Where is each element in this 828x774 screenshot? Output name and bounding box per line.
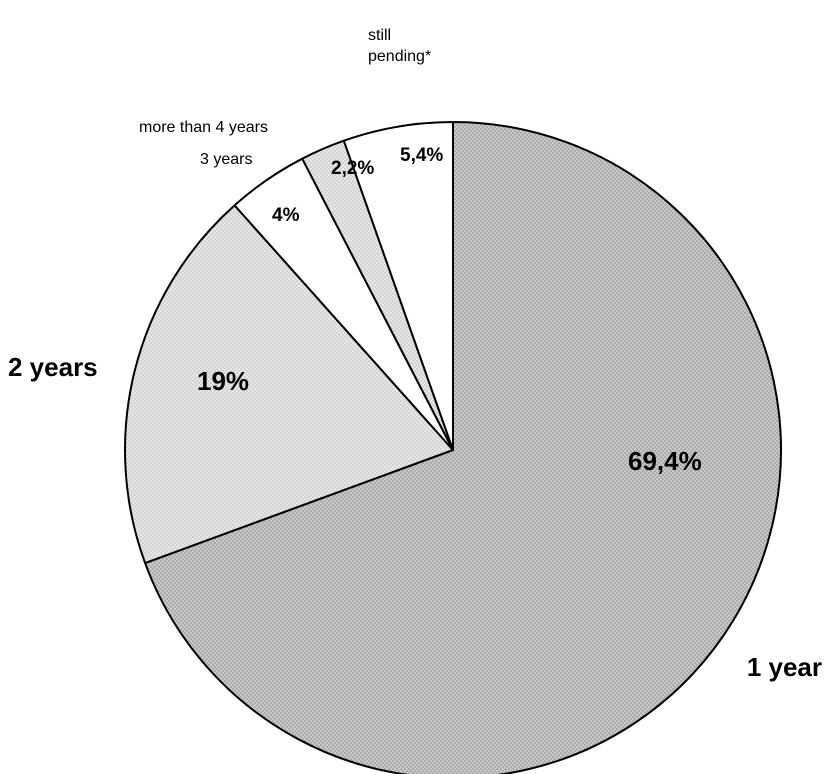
category-label-more-than-4-years: more than 4 years (139, 119, 268, 136)
category-label-still-pending: still pending* (368, 27, 431, 65)
category-label-line: pending* (368, 48, 431, 65)
pie-slice-1-year (144, 121, 782, 774)
category-label-3-years: 3 years (200, 151, 252, 168)
category-label-1-year: 1 year (747, 652, 822, 682)
data-label-3-years: 4% (272, 205, 300, 226)
pie-slice-still-pending (342, 121, 454, 451)
data-label-more-than-4-years: 2,2% (331, 158, 374, 179)
category-label-line: still (368, 27, 391, 44)
data-label-still-pending: 5,4% (400, 145, 443, 166)
category-label-2-years: 2 years (8, 352, 98, 382)
data-label-1-year: 69,4% (628, 446, 702, 476)
pie-slice-2-years (124, 204, 454, 565)
data-label-2-years: 19% (197, 366, 249, 396)
